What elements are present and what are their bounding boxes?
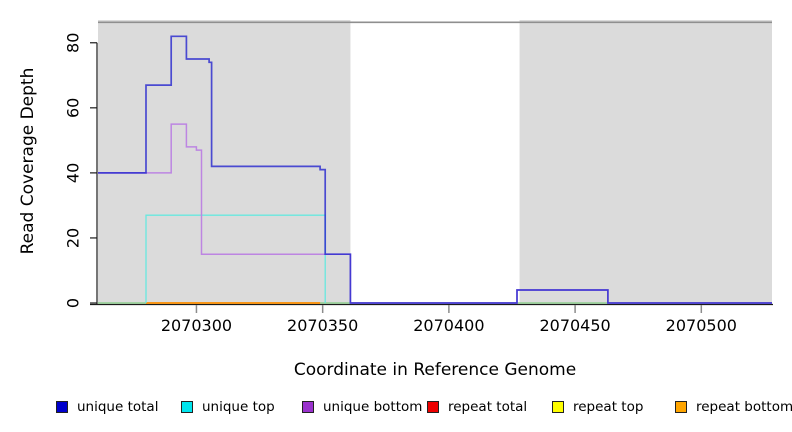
legend-label: repeat total xyxy=(448,399,528,415)
legend-swatch-icon xyxy=(302,401,314,413)
y-tick-label: 20 xyxy=(64,228,83,248)
legend-swatch-icon xyxy=(427,401,439,413)
x-tick-label: 2070450 xyxy=(539,316,610,335)
covered-region-right xyxy=(519,20,772,303)
coverage-chart: 0 20 40 60 80 2070300 2070350 2070400 2070450 207… xyxy=(18,20,773,380)
series-line-unique-top xyxy=(145,214,326,303)
legend-swatch-icon xyxy=(552,401,564,413)
legend-item-unique-bottom: unique bottom xyxy=(302,396,422,418)
legend-label: unique top xyxy=(202,399,275,415)
y-tick-label: 0 xyxy=(64,298,83,308)
legend-swatch-icon xyxy=(675,401,687,413)
legend-item-repeat-top: repeat top xyxy=(552,396,643,418)
x-tick-label: 2070500 xyxy=(666,316,737,335)
y-tick-label: 60 xyxy=(64,98,83,118)
covered-region-left xyxy=(98,20,351,303)
legend-item-repeat-total: repeat total xyxy=(427,396,527,418)
legend-label: repeat bottom xyxy=(696,399,792,415)
legend-item-repeat-bottom: repeat bottom xyxy=(675,396,792,418)
y-tick-label: 40 xyxy=(64,163,83,183)
legend-label: unique bottom xyxy=(323,399,423,415)
x-tick-label: 2070350 xyxy=(287,316,358,335)
legend-label: unique total xyxy=(77,399,159,415)
x-axis-title: Coordinate in Reference Genome xyxy=(294,360,576,380)
x-tick-label: 2070400 xyxy=(413,316,484,335)
chart-legend: unique total unique top unique bottom repea… xyxy=(0,396,792,420)
x-tick-label: 2070300 xyxy=(161,316,232,335)
y-tick-label: 80 xyxy=(64,33,83,53)
legend-item-unique-top: unique top xyxy=(181,396,275,418)
legend-swatch-icon xyxy=(181,401,193,413)
coverage-chart-svg: 0 20 40 60 80 2070300 2070350 2070400 2070450 207… xyxy=(18,20,773,380)
legend-label: repeat top xyxy=(573,399,644,415)
y-axis-title: Read Coverage Depth xyxy=(18,68,38,255)
legend-item-unique-total: unique total xyxy=(56,396,158,418)
legend-swatch-icon xyxy=(56,401,68,413)
series-line-unique-total xyxy=(98,35,772,304)
